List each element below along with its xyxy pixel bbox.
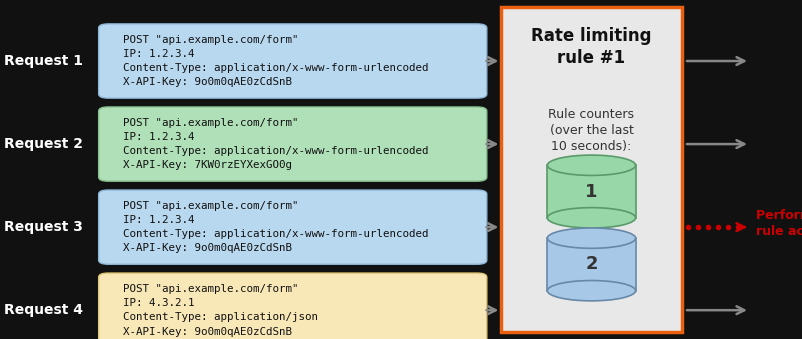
- Ellipse shape: [547, 155, 635, 176]
- Text: X-API-Key: 9o0m0qAE0zCdSnB: X-API-Key: 9o0m0qAE0zCdSnB: [123, 243, 292, 254]
- Text: Request 4: Request 4: [4, 303, 83, 317]
- Text: Content-Type: application/x-www-form-urlencoded: Content-Type: application/x-www-form-url…: [123, 63, 428, 73]
- Ellipse shape: [547, 207, 635, 228]
- Text: IP: 1.2.3.4: IP: 1.2.3.4: [123, 49, 194, 59]
- Text: Request 2: Request 2: [4, 137, 83, 151]
- Text: X-API-Key: 9o0m0qAE0zCdSnB: X-API-Key: 9o0m0qAE0zCdSnB: [123, 77, 292, 87]
- Bar: [547, 165, 635, 218]
- Text: Rule counters
(over the last
10 seconds):: Rule counters (over the last 10 seconds)…: [549, 108, 634, 154]
- Text: POST "api.example.com/form": POST "api.example.com/form": [123, 284, 298, 294]
- Text: Request 1: Request 1: [4, 54, 83, 68]
- Ellipse shape: [547, 228, 635, 248]
- Text: POST "api.example.com/form": POST "api.example.com/form": [123, 35, 298, 45]
- FancyBboxPatch shape: [99, 190, 487, 264]
- FancyBboxPatch shape: [99, 24, 487, 98]
- Text: Rate limiting
rule #1: Rate limiting rule #1: [531, 27, 652, 67]
- FancyBboxPatch shape: [99, 107, 487, 181]
- FancyBboxPatch shape: [99, 273, 487, 339]
- Text: IP: 1.2.3.4: IP: 1.2.3.4: [123, 132, 194, 142]
- Text: X-API-Key: 7KW0rzEYXexGO0g: X-API-Key: 7KW0rzEYXexGO0g: [123, 160, 292, 171]
- Bar: [547, 238, 635, 291]
- FancyBboxPatch shape: [501, 7, 682, 332]
- Ellipse shape: [547, 281, 635, 301]
- Text: 2: 2: [585, 255, 597, 274]
- Text: POST "api.example.com/form": POST "api.example.com/form": [123, 201, 298, 211]
- Text: 1: 1: [585, 182, 597, 201]
- Text: Content-Type: application/json: Content-Type: application/json: [123, 312, 318, 322]
- Text: POST "api.example.com/form": POST "api.example.com/form": [123, 118, 298, 128]
- Text: Content-Type: application/x-www-form-urlencoded: Content-Type: application/x-www-form-url…: [123, 146, 428, 156]
- Text: IP: 4.3.2.1: IP: 4.3.2.1: [123, 298, 194, 308]
- Text: Perform RL
rule action: Perform RL rule action: [756, 209, 802, 238]
- Text: IP: 1.2.3.4: IP: 1.2.3.4: [123, 215, 194, 225]
- Text: X-API-Key: 9o0m0qAE0zCdSnB: X-API-Key: 9o0m0qAE0zCdSnB: [123, 326, 292, 337]
- Text: Content-Type: application/x-www-form-urlencoded: Content-Type: application/x-www-form-url…: [123, 229, 428, 239]
- Text: Request 3: Request 3: [4, 220, 83, 234]
